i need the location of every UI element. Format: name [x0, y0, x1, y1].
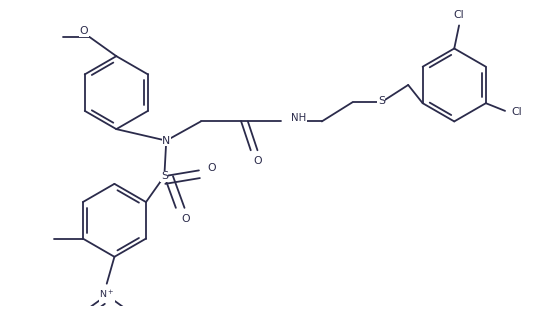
Text: Cl: Cl [512, 107, 523, 117]
Text: O: O [253, 156, 262, 166]
Text: NH: NH [291, 113, 306, 123]
Text: O: O [80, 26, 89, 36]
Text: N: N [162, 136, 170, 146]
Text: S: S [161, 171, 168, 181]
Text: O: O [207, 163, 216, 173]
Text: N$^+$: N$^+$ [99, 289, 114, 301]
Text: S: S [378, 96, 385, 106]
Text: O: O [181, 214, 190, 224]
Text: Cl: Cl [454, 10, 465, 20]
